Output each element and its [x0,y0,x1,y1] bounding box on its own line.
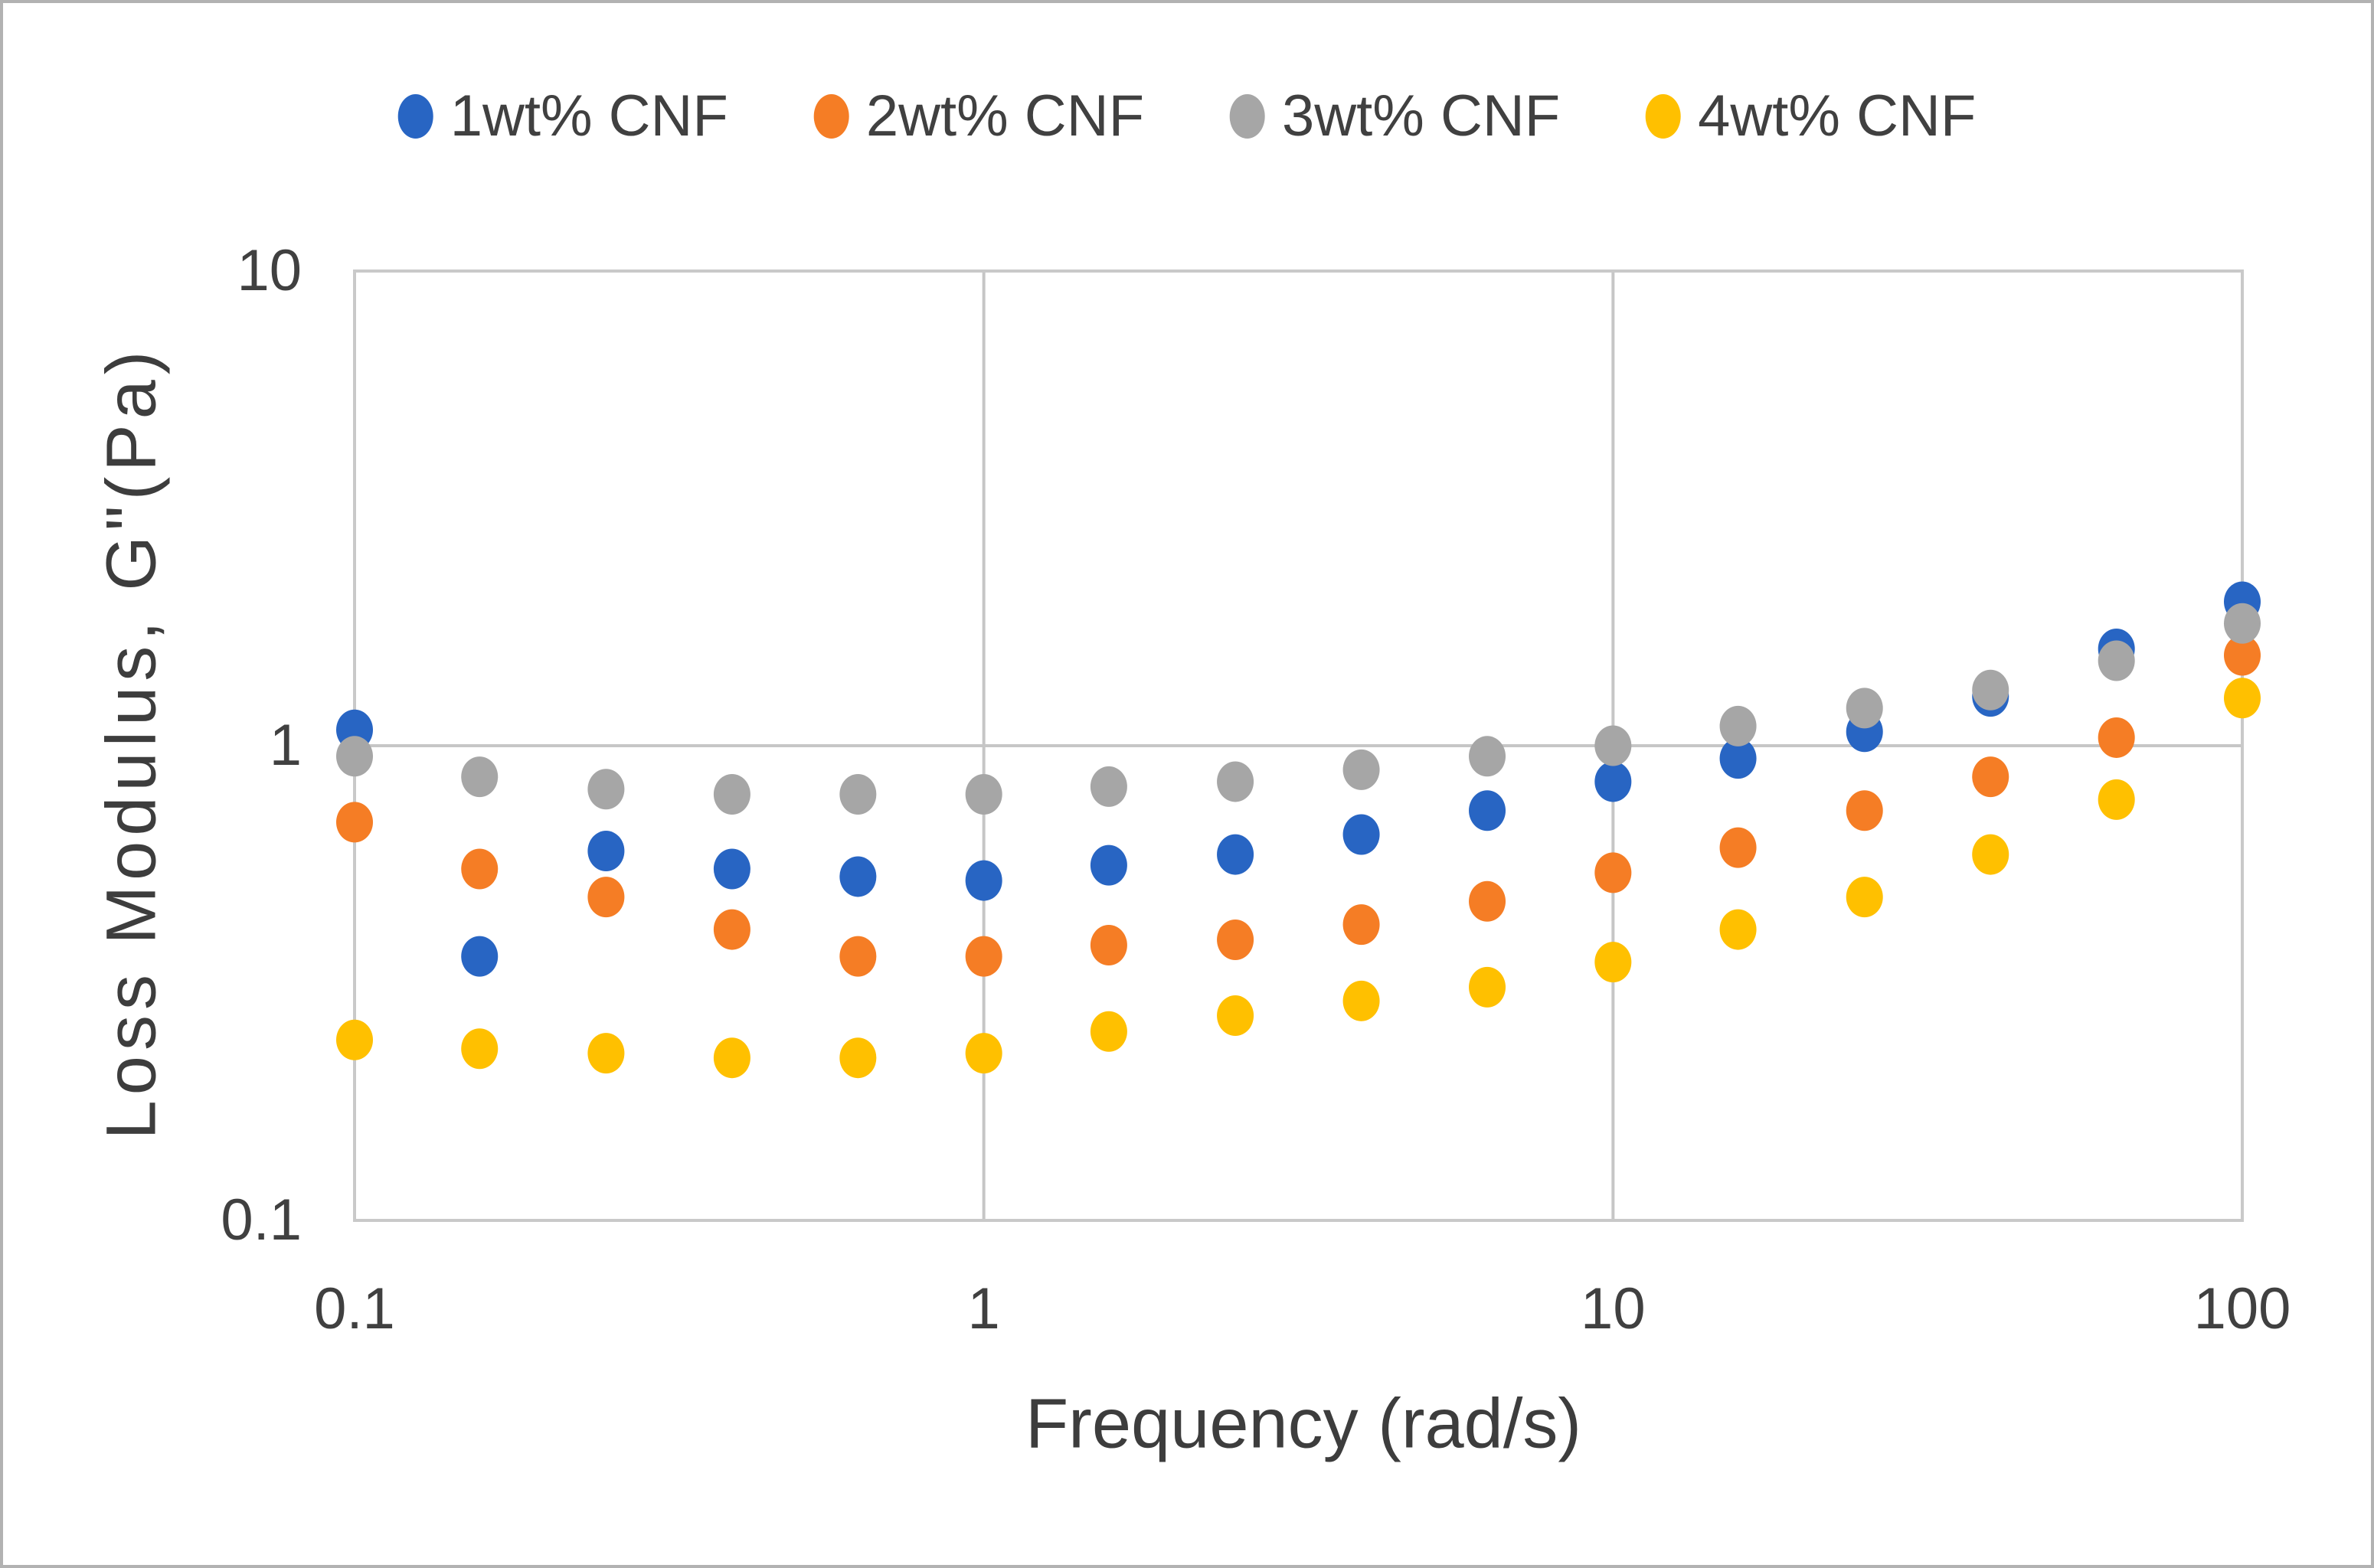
data-point-series-3 [713,773,750,815]
chart-legend: 1wt% CNF 2wt% CNF 3wt% CNF 4wt% CNF [397,83,1976,149]
data-point-series-2 [2098,717,2135,758]
data-point-series-1 [1719,738,1757,779]
data-point-series-1 [1469,790,1506,831]
data-point-series-2 [2224,635,2261,676]
data-point-series-1 [461,936,499,977]
data-point-series-2 [587,877,625,918]
data-point-series-3 [1719,705,1757,746]
data-point-series-1 [839,856,877,897]
y-tick-label: 0.1 [221,1187,302,1253]
data-point-series-2 [461,848,499,890]
data-point-series-4 [1090,1011,1127,1052]
data-point-series-4 [1846,877,1883,918]
legend-item-2: 2wt% CNF [813,83,1144,149]
data-point-series-3 [1594,725,1632,766]
data-point-series-2 [1342,904,1380,946]
data-point-series-3 [1846,688,1883,729]
data-point-series-1 [713,848,750,890]
data-point-series-3 [461,756,499,798]
legend-item-4: 4wt% CNF [1646,83,1976,149]
data-point-series-3 [1342,749,1380,790]
data-point-series-3 [1469,736,1506,777]
data-point-series-3 [965,773,1002,815]
data-point-series-3 [2224,603,2261,644]
legend-item-label: 1wt% CNF [450,83,728,149]
legend-item-label: 2wt% CNF [865,83,1144,149]
data-point-series-3 [839,773,877,815]
plot-area [336,270,2261,1222]
data-point-series-2 [1719,827,1757,868]
y-axis-title: Loss Modulus, G"(Pa) [92,345,171,1140]
legend-item-3: 3wt% CNF [1230,83,1560,149]
data-point-series-1 [1594,761,1632,802]
data-point-series-4 [461,1028,499,1070]
data-point-series-2 [839,936,877,977]
data-point-series-4 [1469,966,1506,1008]
data-point-series-1 [1217,834,1254,875]
legend-marker-circle-icon [1646,93,1682,139]
legend-item-label: 3wt% CNF [1282,83,1561,149]
data-point-series-4 [1342,980,1380,1021]
x-axis-title: Frequency (rad/s) [1025,1384,1582,1463]
data-point-series-4 [1594,942,1632,983]
data-point-series-2 [1090,925,1127,966]
y-tick-label: 10 [237,238,302,303]
data-point-series-3 [2098,640,2135,681]
data-point-series-3 [1090,766,1127,807]
x-tick-label: 10 [1581,1276,1646,1341]
data-point-series-2 [1469,880,1506,922]
data-point-series-4 [1217,995,1254,1037]
legend-marker-circle-icon [397,93,433,139]
data-point-series-2 [1594,852,1632,893]
data-point-series-3 [336,736,373,777]
data-point-series-1 [965,860,1002,901]
data-point-series-4 [2098,779,2135,820]
data-point-series-4 [2224,678,2261,719]
legend-item-1: 1wt% CNF [397,83,728,149]
data-point-series-1 [1342,814,1380,855]
data-point-series-1 [587,831,625,872]
data-point-series-4 [1719,909,1757,950]
legend-marker-circle-icon [813,93,849,139]
legend-item-label: 4wt% CNF [1698,83,1977,149]
data-point-series-2 [336,802,373,843]
data-point-series-2 [1217,920,1254,961]
data-point-series-2 [1846,790,1883,831]
data-point-series-4 [1972,834,2009,875]
data-point-series-1 [1090,844,1127,886]
x-tick-label: 1 [967,1276,1000,1341]
data-point-series-4 [965,1033,1002,1074]
data-point-series-4 [587,1033,625,1074]
data-point-series-2 [713,909,750,950]
data-point-series-4 [839,1037,877,1079]
data-point-series-3 [587,769,625,810]
data-point-series-3 [1972,669,2009,710]
legend-marker-circle-icon [1230,93,1265,139]
data-point-series-2 [965,936,1002,977]
x-tick-label: 100 [2193,1276,2291,1341]
y-tick-label: 1 [269,713,302,778]
data-point-series-4 [336,1019,373,1060]
data-point-series-2 [1972,756,2009,798]
data-point-series-3 [1217,761,1254,802]
x-tick-label: 0.1 [314,1276,395,1341]
data-point-series-4 [713,1037,750,1079]
